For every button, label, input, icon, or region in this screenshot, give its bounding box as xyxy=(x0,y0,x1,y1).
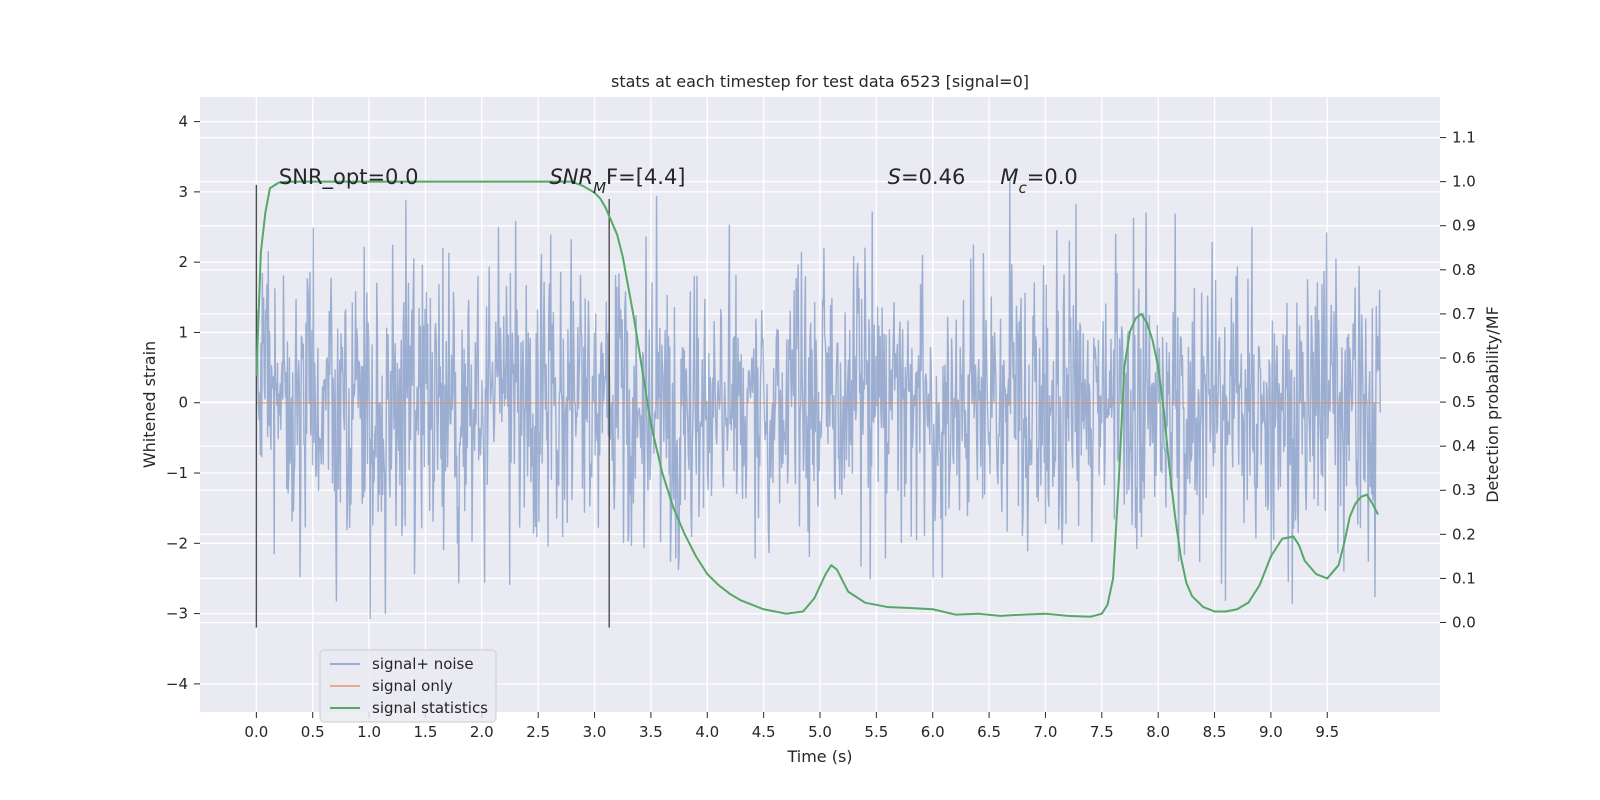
legend: signal+ noise signal only signal statistic… xyxy=(319,649,497,723)
x-tick-label: 3.5 xyxy=(639,723,663,741)
annotation-main: SNR xyxy=(549,165,593,189)
y2-tick-label: 1.0 xyxy=(1452,173,1476,191)
y2-tick-label: 0.6 xyxy=(1452,349,1476,367)
annotation-main: M xyxy=(1000,165,1018,189)
stats-line xyxy=(255,180,1379,618)
x-tick-label: 1.0 xyxy=(357,723,381,741)
y2-tick-label: 0.8 xyxy=(1452,261,1476,279)
y2-tick-label: 0.1 xyxy=(1452,569,1476,587)
y-tick-label: 2 xyxy=(178,253,188,271)
x-tick-label: 3.0 xyxy=(583,723,607,741)
legend-label: signal statistics xyxy=(372,699,488,717)
y-tick-label: −4 xyxy=(166,675,188,693)
x-tick-label: 4.5 xyxy=(752,723,776,741)
annotation: SNRMF=[4.4] xyxy=(549,165,685,197)
series-signal-noise xyxy=(255,179,1381,620)
x-tick-label: 7.0 xyxy=(1034,723,1058,741)
noise-line xyxy=(255,179,1381,620)
annotation: Mc=0.0 xyxy=(1000,165,1077,197)
y-tick-label: −2 xyxy=(166,534,188,552)
annotations: SNR_opt=0.0 SNRMF=[4.4] S=0.46 Mc=0.0 xyxy=(279,165,1078,197)
x-tick-label: 0.0 xyxy=(244,723,268,741)
y-tick-label: 1 xyxy=(178,323,188,341)
x-tick-label: 6.5 xyxy=(977,723,1001,741)
legend-box xyxy=(319,649,497,723)
annotation-main: SNR_opt=0.0 xyxy=(279,165,419,190)
x-tick-label: 0.5 xyxy=(301,723,325,741)
y2-axis-ticks: 0.0 0.1 0.2 0.3 0.4 0.5 0.6 0.7 0.8 0.9 1.0 1.1 xyxy=(1440,129,1476,632)
y-tick-label: 3 xyxy=(178,183,188,201)
x-axis-ticks: 0.0 0.5 1.0 1.5 2.0 2.5 3.0 3.5 4.0 4.5 5.0 5.5 6.0 6… xyxy=(244,712,1339,741)
annotation-value: =0.46 xyxy=(901,165,965,189)
annotation-main: S xyxy=(888,165,901,189)
x-tick-label: 7.5 xyxy=(1090,723,1114,741)
annotation-value: =0.0 xyxy=(1027,165,1078,189)
y2-tick-label: 0.7 xyxy=(1452,305,1476,323)
y-axis-ticks: −4 −3 −2 −1 0 1 2 3 4 xyxy=(166,113,200,693)
x-tick-label: 9.5 xyxy=(1315,723,1339,741)
legend-label: signal only xyxy=(372,677,453,695)
x-tick-label: 9.0 xyxy=(1259,723,1283,741)
x-tick-label: 6.0 xyxy=(921,723,945,741)
y-tick-label: 0 xyxy=(178,394,188,412)
annotation: S=0.46 xyxy=(888,165,966,189)
x-tick-label: 2.0 xyxy=(470,723,494,741)
y-tick-label: −1 xyxy=(166,464,188,482)
x-tick-label: 2.5 xyxy=(526,723,550,741)
x-tick-label: 8.5 xyxy=(1203,723,1227,741)
x-tick-label: 1.5 xyxy=(414,723,438,741)
annotation-subscript: M xyxy=(593,179,606,197)
annotation-value: F=[4.4] xyxy=(606,165,685,189)
y2-tick-label: 0.0 xyxy=(1452,614,1476,632)
y2-tick-label: 0.4 xyxy=(1452,437,1476,455)
y2-tick-label: 1.1 xyxy=(1452,129,1476,147)
x-axis-label: Time (s) xyxy=(786,747,852,766)
y-axis-label: Whitened strain xyxy=(140,341,159,468)
series-signal-statistics xyxy=(255,180,1379,618)
y-tick-label: 4 xyxy=(178,113,188,131)
x-tick-label: 5.5 xyxy=(864,723,888,741)
x-tick-label: 4.0 xyxy=(695,723,719,741)
x-tick-label: 5.0 xyxy=(808,723,832,741)
x-tick-label: 8.0 xyxy=(1146,723,1170,741)
annotation-subscript: c xyxy=(1018,179,1027,197)
y-tick-label: −3 xyxy=(166,605,188,623)
y2-tick-label: 0.2 xyxy=(1452,525,1476,543)
vertical-markers xyxy=(255,184,610,628)
y2-tick-label: 0.5 xyxy=(1452,393,1476,411)
y2-tick-label: 0.9 xyxy=(1452,217,1476,235)
y2-axis-label: Detection probability/MF xyxy=(1483,306,1502,503)
legend-label: signal+ noise xyxy=(372,655,474,673)
annotation: SNR_opt=0.0 xyxy=(279,165,419,190)
y2-tick-label: 0.3 xyxy=(1452,481,1476,499)
chart-title: stats at each timestep for test data 652… xyxy=(611,72,1029,91)
